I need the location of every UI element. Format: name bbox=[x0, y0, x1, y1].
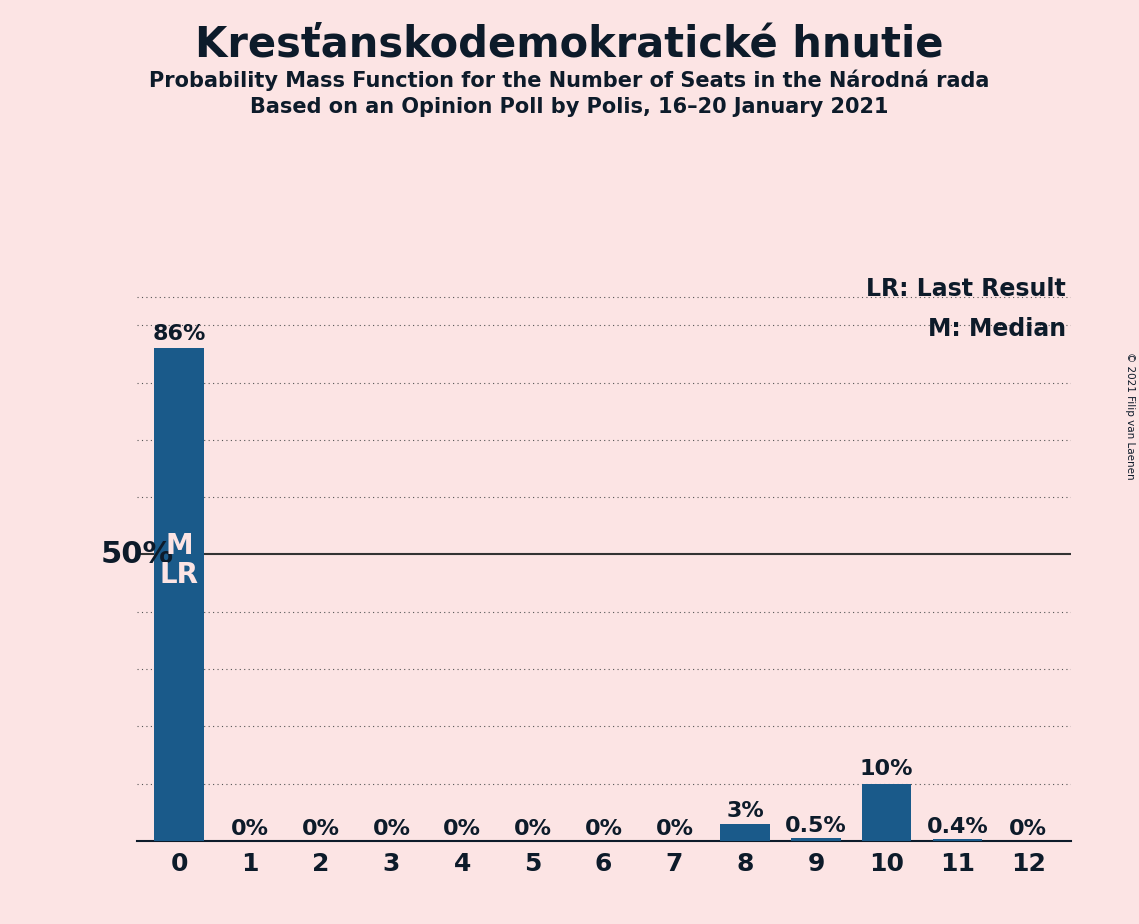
Text: 3%: 3% bbox=[727, 801, 764, 821]
Text: 0.5%: 0.5% bbox=[785, 816, 846, 836]
Bar bbox=[792, 838, 841, 841]
Text: 0%: 0% bbox=[302, 819, 339, 839]
Bar bbox=[720, 823, 770, 841]
Text: 86%: 86% bbox=[153, 323, 206, 344]
Text: 0%: 0% bbox=[372, 819, 410, 839]
Bar bbox=[862, 784, 911, 841]
Text: Probability Mass Function for the Number of Seats in the Národná rada: Probability Mass Function for the Number… bbox=[149, 69, 990, 91]
Text: 0.4%: 0.4% bbox=[926, 817, 989, 837]
Text: 0%: 0% bbox=[655, 819, 694, 839]
Text: 0%: 0% bbox=[584, 819, 623, 839]
Text: M: Median: M: Median bbox=[928, 317, 1066, 341]
Text: LR: LR bbox=[159, 561, 198, 589]
Text: 10%: 10% bbox=[860, 759, 913, 779]
Text: Kresťanskodemokratické hnutie: Kresťanskodemokratické hnutie bbox=[195, 23, 944, 65]
Text: LR: Last Result: LR: Last Result bbox=[867, 276, 1066, 300]
Text: 0%: 0% bbox=[514, 819, 552, 839]
Text: Based on an Opinion Poll by Polis, 16–20 January 2021: Based on an Opinion Poll by Polis, 16–20… bbox=[251, 97, 888, 117]
Bar bbox=[155, 348, 204, 841]
Text: 0%: 0% bbox=[231, 819, 269, 839]
Text: M: M bbox=[165, 532, 192, 560]
Text: 0%: 0% bbox=[1009, 819, 1047, 839]
Text: © 2021 Filip van Laenen: © 2021 Filip van Laenen bbox=[1125, 352, 1134, 480]
Text: 0%: 0% bbox=[443, 819, 481, 839]
Bar bbox=[933, 839, 982, 841]
Text: 50%: 50% bbox=[101, 540, 174, 569]
